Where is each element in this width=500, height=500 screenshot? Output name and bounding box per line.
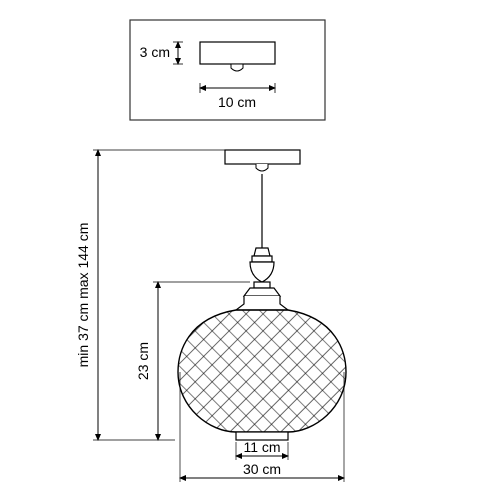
shade-body xyxy=(178,310,346,432)
dim-3cm-label: 3 cm xyxy=(140,44,170,60)
dim-total-label: min 37 cm max 144 cm xyxy=(75,223,91,368)
dim-11-label: 11 cm xyxy=(243,439,280,455)
canopy-side xyxy=(200,42,275,64)
shade-neck xyxy=(236,296,288,310)
dim-23-label: 23 cm xyxy=(135,342,151,380)
canopy xyxy=(225,150,300,164)
socket xyxy=(244,248,280,296)
pendant-main xyxy=(178,150,346,440)
lamp-diagram: 3 cm 10 cm min 37 cm max 14 xyxy=(0,0,500,500)
dim-10cm-label: 10 cm xyxy=(218,94,256,110)
canopy-nipple xyxy=(231,64,243,71)
dim-30-label: 30 cm xyxy=(243,461,281,477)
canopy-grip xyxy=(256,164,268,171)
top-inset: 3 cm 10 cm xyxy=(130,20,325,120)
